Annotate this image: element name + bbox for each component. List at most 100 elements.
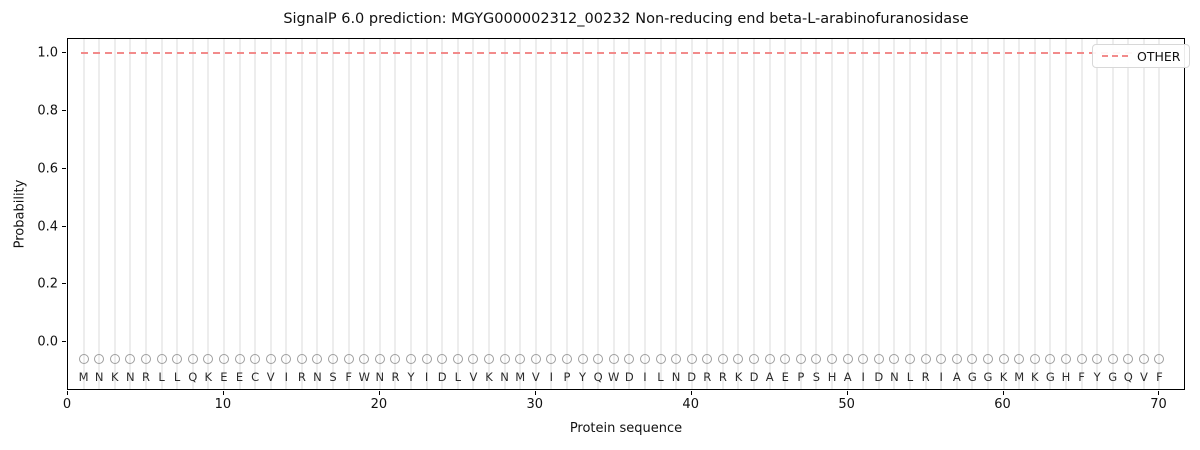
residue-marker-circle xyxy=(1076,354,1087,365)
residue-letter: E xyxy=(235,369,244,384)
residue-letter: K xyxy=(734,369,743,384)
y-tick xyxy=(62,110,66,112)
gridline xyxy=(191,39,194,389)
gridline xyxy=(675,39,678,389)
x-tick xyxy=(846,391,848,395)
gridline xyxy=(519,39,522,389)
residue-marker-circle xyxy=(967,354,978,365)
residue-marker-circle xyxy=(359,354,370,365)
residue-letter: P xyxy=(563,369,571,384)
y-tick-label: 0.0 xyxy=(37,334,58,350)
gridline xyxy=(612,39,615,389)
gridline xyxy=(831,39,834,389)
residue-marker-circle xyxy=(421,354,432,365)
residue-letter: N xyxy=(671,369,681,384)
residue-marker-circle xyxy=(296,354,307,365)
gridline xyxy=(628,39,631,389)
gridline xyxy=(113,39,116,389)
residue-marker-circle xyxy=(312,354,323,365)
residue-marker-circle xyxy=(125,354,136,365)
residue-marker-circle xyxy=(561,354,572,365)
x-tick xyxy=(67,391,68,395)
gridline xyxy=(986,39,989,389)
residue-marker-circle xyxy=(390,354,401,365)
y-tick-label: 0.2 xyxy=(37,276,58,292)
x-tick xyxy=(690,391,692,395)
residue-marker-circle xyxy=(1092,354,1103,365)
residue-marker-circle xyxy=(795,354,806,365)
gridline xyxy=(706,39,709,389)
residue-letter: I xyxy=(424,369,429,384)
residue-letter: L xyxy=(906,369,914,384)
residue-marker-circle xyxy=(858,354,869,365)
residue-marker-circle xyxy=(624,354,635,365)
residue-marker-circle xyxy=(1107,354,1118,365)
residue-letter: I xyxy=(939,369,943,384)
residue-marker-circle xyxy=(218,354,229,365)
residue-letter: D xyxy=(624,369,634,384)
residue-letter: F xyxy=(1156,369,1163,384)
residue-letter: S xyxy=(812,369,821,384)
residue-letter: I xyxy=(549,369,554,384)
gridline xyxy=(285,39,288,389)
y-tick-label: 0.8 xyxy=(37,103,58,119)
y-tick-label: 0.4 xyxy=(37,219,58,235)
x-tick-label: 10 xyxy=(214,397,232,412)
gridline xyxy=(300,39,303,389)
gridline xyxy=(955,39,958,389)
residue-marker-circle xyxy=(328,354,339,365)
gridline xyxy=(846,39,849,389)
residue-letter: E xyxy=(781,369,789,384)
residue-letter: N xyxy=(375,369,385,384)
gridline xyxy=(144,39,147,389)
x-axis-label: Protein sequence xyxy=(569,421,683,436)
residue-letter: Y xyxy=(579,369,587,384)
residue-letter: A xyxy=(843,369,852,384)
residue-letter: M xyxy=(78,369,89,384)
residue-letter: D xyxy=(874,369,884,384)
gridline xyxy=(1158,39,1161,389)
residue-marker-circle xyxy=(203,354,214,365)
residue-letter: D xyxy=(437,369,447,384)
residue-letter: V xyxy=(469,369,478,384)
gridline xyxy=(332,39,335,389)
residue-marker-circle xyxy=(811,354,822,365)
residue-marker-circle xyxy=(265,354,276,365)
x-tick xyxy=(1158,391,1160,395)
gridline xyxy=(254,39,257,389)
residue-letter: Q xyxy=(1123,369,1133,384)
residue-marker-circle xyxy=(842,354,853,365)
residue-letter: Q xyxy=(188,369,198,384)
residue-marker-circle xyxy=(281,354,292,365)
y-tick-label: 0.6 xyxy=(37,161,58,177)
gridline xyxy=(269,39,272,389)
residue-marker-circle xyxy=(780,354,791,365)
residue-letter: Y xyxy=(407,369,415,384)
residue-letter: K xyxy=(204,369,213,384)
residue-marker-circle xyxy=(686,354,697,365)
gridline xyxy=(1033,39,1036,389)
residue-letter: M xyxy=(515,369,526,384)
legend-label: OTHER xyxy=(1137,48,1181,64)
gridline xyxy=(924,39,927,389)
residue-letter: R xyxy=(141,369,150,384)
residue-marker-circle xyxy=(702,354,713,365)
gridline xyxy=(1111,39,1114,389)
gridline xyxy=(347,39,350,389)
gridline xyxy=(1127,39,1130,389)
gridline xyxy=(597,39,600,389)
x-tick-label: 30 xyxy=(526,397,544,412)
residue-letter: C xyxy=(251,369,260,384)
residue-letter: N xyxy=(313,369,322,384)
gridline xyxy=(565,39,568,389)
gridline xyxy=(1064,39,1067,389)
gridline xyxy=(940,39,943,389)
gridline xyxy=(394,39,397,389)
residue-marker-circle xyxy=(234,354,245,365)
residue-letter: K xyxy=(485,369,493,384)
gridline xyxy=(721,39,724,389)
residue-marker-circle xyxy=(140,354,151,365)
gridline xyxy=(222,39,225,389)
residue-letter: I xyxy=(861,369,865,384)
